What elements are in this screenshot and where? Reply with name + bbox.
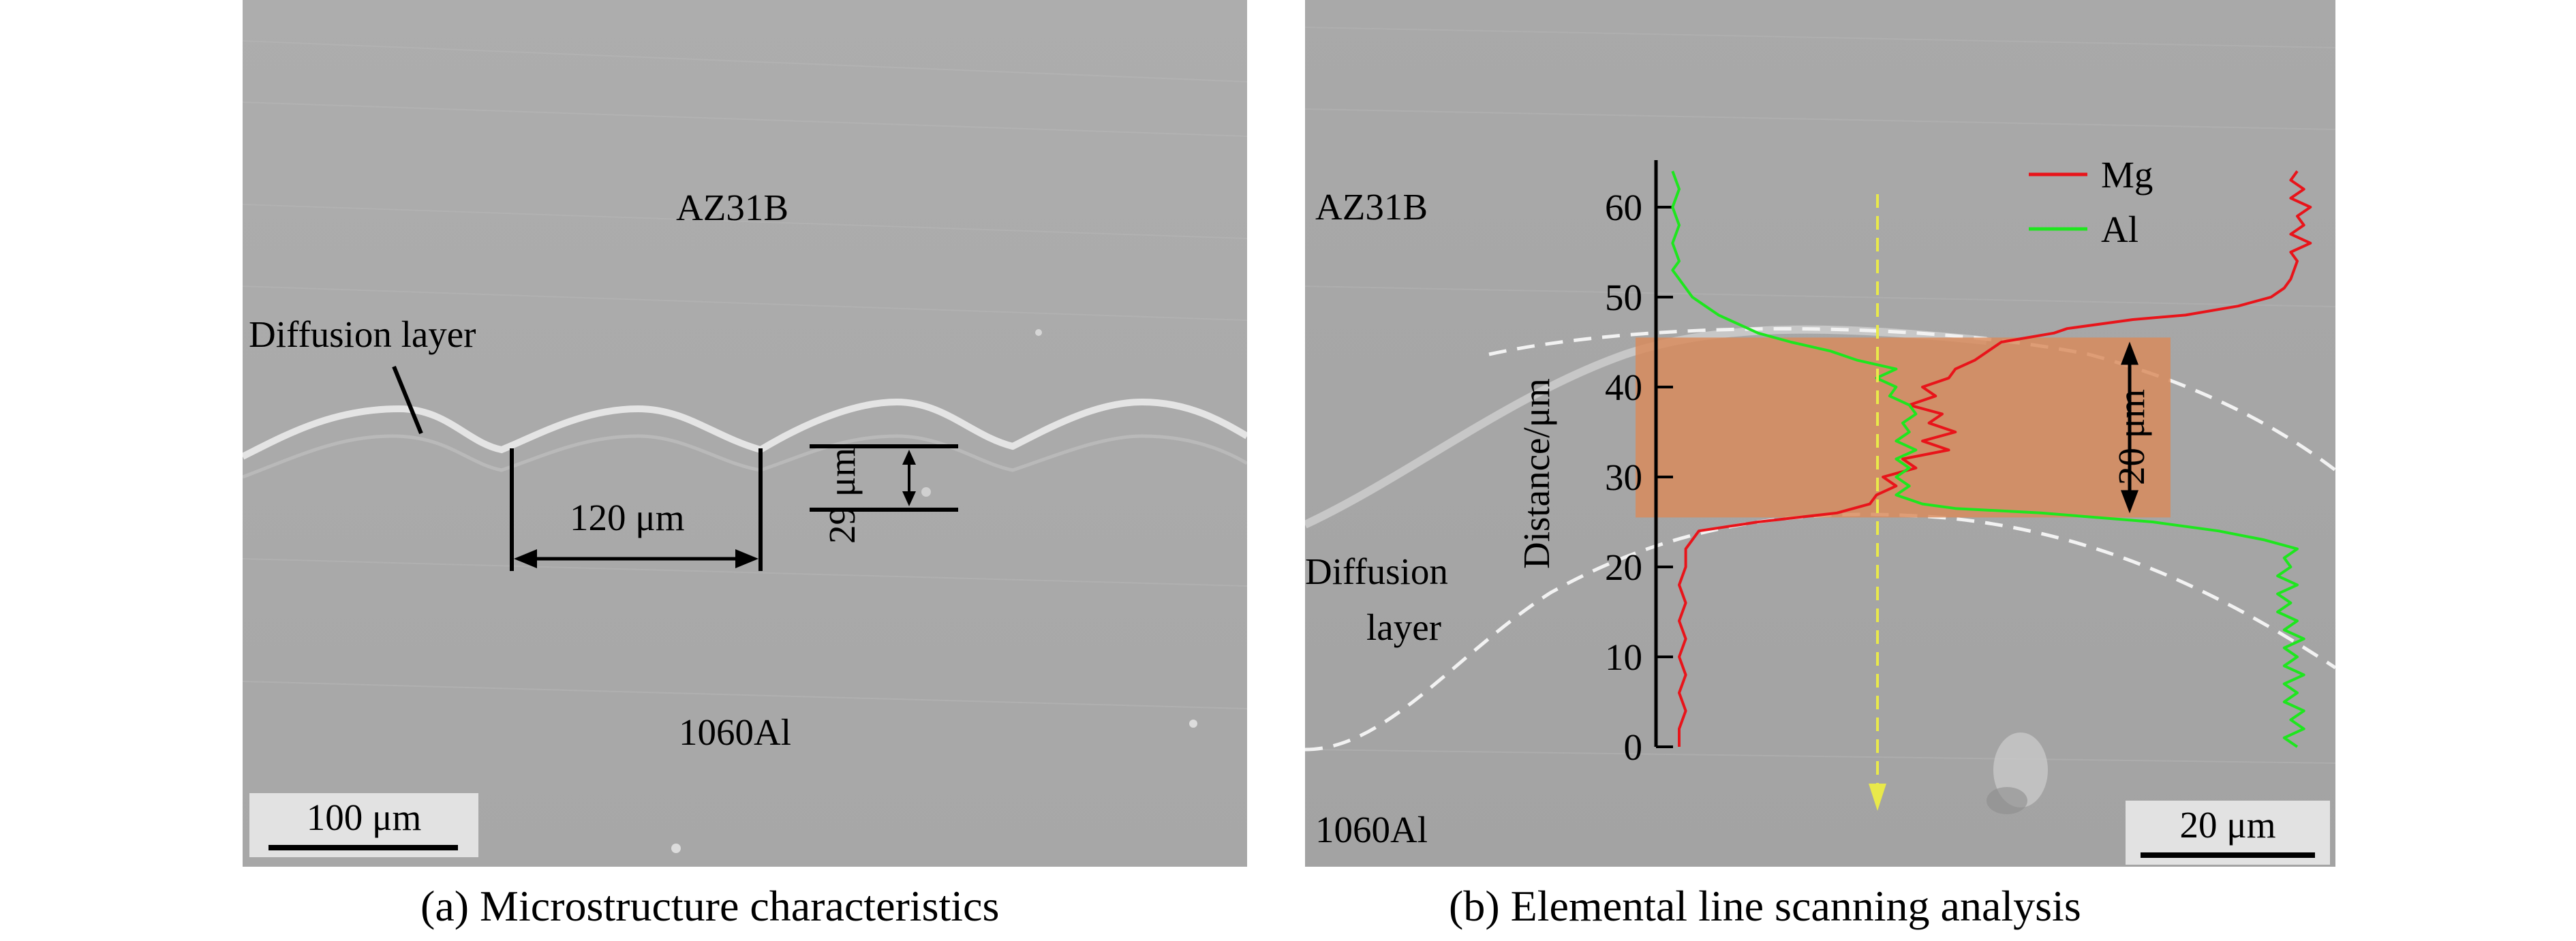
band-width-label: 20 μm	[2111, 388, 2152, 485]
y-ticks: 0 10 20 30 40 50 60	[1605, 187, 1673, 768]
y-tick-label: 40	[1605, 367, 1642, 408]
panel-a-width-label: 120 μm	[570, 497, 685, 538]
y-tick-label: 60	[1605, 187, 1642, 228]
panel-b-diffusion-label-2: layer	[1366, 606, 1441, 648]
y-tick-label: 30	[1605, 457, 1642, 498]
panel-b-bottom-material: 1060Al	[1315, 809, 1428, 850]
y-tick-label: 50	[1605, 277, 1642, 318]
panel-a-bottom-material: 1060Al	[679, 711, 791, 753]
panel-b-scale-bar: 20 μm	[2126, 801, 2330, 865]
panel-a-sem-image: AZ31B Diffusion layer 120 μm 29 μm 1060A…	[243, 0, 1247, 867]
panel-a-scale-line	[269, 845, 458, 850]
caption-a: (a) Microstructure characteristics	[420, 882, 1000, 930]
y-tick-label: 10	[1605, 636, 1642, 678]
panel-b-sem-image: 0 10 20 30 40 50 60 AZ31B Diffusion layer 1060…	[1305, 0, 2335, 867]
panel-a-micrograph	[243, 0, 1247, 867]
legend-mg-label: Mg	[2101, 154, 2153, 196]
panel-b-scale-line	[2141, 852, 2315, 858]
series-lines	[1671, 170, 2312, 748]
caption-b: (b) Elemental line scanning analysis	[1449, 882, 2081, 930]
panel-b-top-material: AZ31B	[1315, 186, 1428, 228]
analysis-band	[1636, 337, 2171, 518]
legend-al-label: Al	[2101, 209, 2138, 250]
panel-b-micrograph: 0 10 20 30 40 50 60	[1305, 0, 2335, 867]
diffusion-upper-boundary	[1488, 327, 2335, 472]
diffusion-pointer-line	[392, 365, 423, 435]
panel-a-scale-bar: 100 μm	[249, 793, 478, 857]
interface-wave	[243, 398, 1247, 460]
y-axis-label: Distance/μm	[1516, 378, 1557, 569]
panel-a-height-label: 29 μm	[821, 447, 863, 544]
panel-b-scale-label: 20 μm	[2179, 804, 2276, 846]
panel-b-diffusion-label-1: Diffusion	[1305, 551, 1448, 592]
y-tick-label: 0	[1624, 726, 1643, 768]
panel-a-diffusion-label: Diffusion layer	[249, 313, 476, 355]
panel-a-scale-label: 100 μm	[306, 797, 422, 838]
y-tick-label: 20	[1605, 546, 1642, 588]
series-line-al	[1671, 170, 2305, 748]
panel-a-top-material: AZ31B	[676, 187, 788, 228]
